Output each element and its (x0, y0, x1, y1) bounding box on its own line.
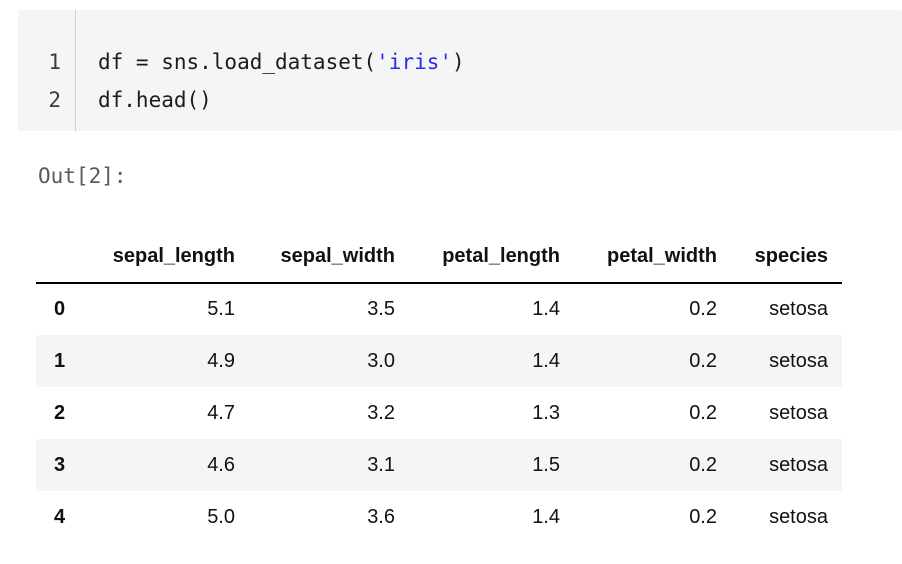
row-index: 3 (54, 453, 66, 476)
table-cell: 3.2 (367, 401, 395, 424)
table-cell: 1.4 (532, 298, 560, 320)
table-cell: 3.5 (367, 298, 395, 320)
table-cell: setosa (769, 349, 828, 372)
code-line-1: df = sns.load_dataset('iris') (98, 43, 902, 81)
code-token: ) (452, 50, 465, 74)
line-number-gutter: 1 2 (18, 10, 76, 131)
code-line-2: df.head() (98, 81, 902, 119)
table-cell: 0.2 (689, 453, 717, 476)
column-header: species (731, 238, 842, 284)
table-row: 2 4.7 3.2 1.3 0.2 setosa (36, 387, 842, 439)
column-header: sepal_width (249, 238, 409, 284)
dataframe-table: sepal_length sepal_width petal_length pe… (36, 238, 842, 543)
table-cell: setosa (769, 505, 828, 528)
table-cell: 4.9 (207, 349, 235, 372)
code-token: df.head() (98, 88, 212, 112)
column-header: petal_length (409, 238, 574, 284)
table-header-row: sepal_length sepal_width petal_length pe… (36, 238, 842, 284)
string-token: 'iris' (376, 50, 453, 74)
column-header: petal_width (574, 238, 731, 284)
row-index: 0 (54, 298, 66, 320)
table-cell: 1.4 (532, 349, 560, 372)
row-index: 2 (54, 401, 66, 424)
table-cell: 3.1 (367, 453, 395, 476)
row-index: 1 (54, 349, 66, 372)
table-cell: 0.2 (689, 505, 717, 528)
line-number: 2 (48, 88, 61, 112)
table-cell: 5.1 (207, 298, 235, 320)
table-cell: 3.0 (367, 349, 395, 372)
table-row: 4 5.0 3.6 1.4 0.2 setosa (36, 491, 842, 543)
table-cell: 0.2 (689, 401, 717, 424)
table-cell: 1.5 (532, 453, 560, 476)
code-token: df = sns.load_dataset( (98, 50, 377, 74)
index-column-header (36, 238, 86, 284)
table-cell: setosa (769, 298, 828, 320)
code-editor[interactable]: df = sns.load_dataset('iris') df.head() (76, 10, 902, 131)
table-cell: 0.2 (689, 298, 717, 320)
table-cell: setosa (769, 453, 828, 476)
column-header: sepal_length (86, 238, 249, 284)
table-row: 3 4.6 3.1 1.5 0.2 setosa (36, 439, 842, 491)
row-index: 4 (54, 505, 66, 528)
table-cell: 1.4 (532, 505, 560, 528)
table-cell: 4.6 (207, 453, 235, 476)
output-prompt-label: Out[2]: (38, 164, 127, 188)
table-row: 1 4.9 3.0 1.4 0.2 setosa (36, 335, 842, 387)
table-cell: 0.2 (689, 349, 717, 372)
table-cell: 5.0 (207, 505, 235, 528)
table-cell: setosa (769, 401, 828, 424)
table-cell: 1.3 (532, 401, 560, 424)
table-cell: 4.7 (207, 401, 235, 424)
line-number: 1 (48, 50, 61, 74)
table-row: 0 5.1 3.5 1.4 0.2 setosa (36, 283, 842, 335)
code-cell[interactable]: 1 2 df = sns.load_dataset('iris') df.hea… (18, 10, 902, 131)
table-cell: 3.6 (367, 505, 395, 528)
